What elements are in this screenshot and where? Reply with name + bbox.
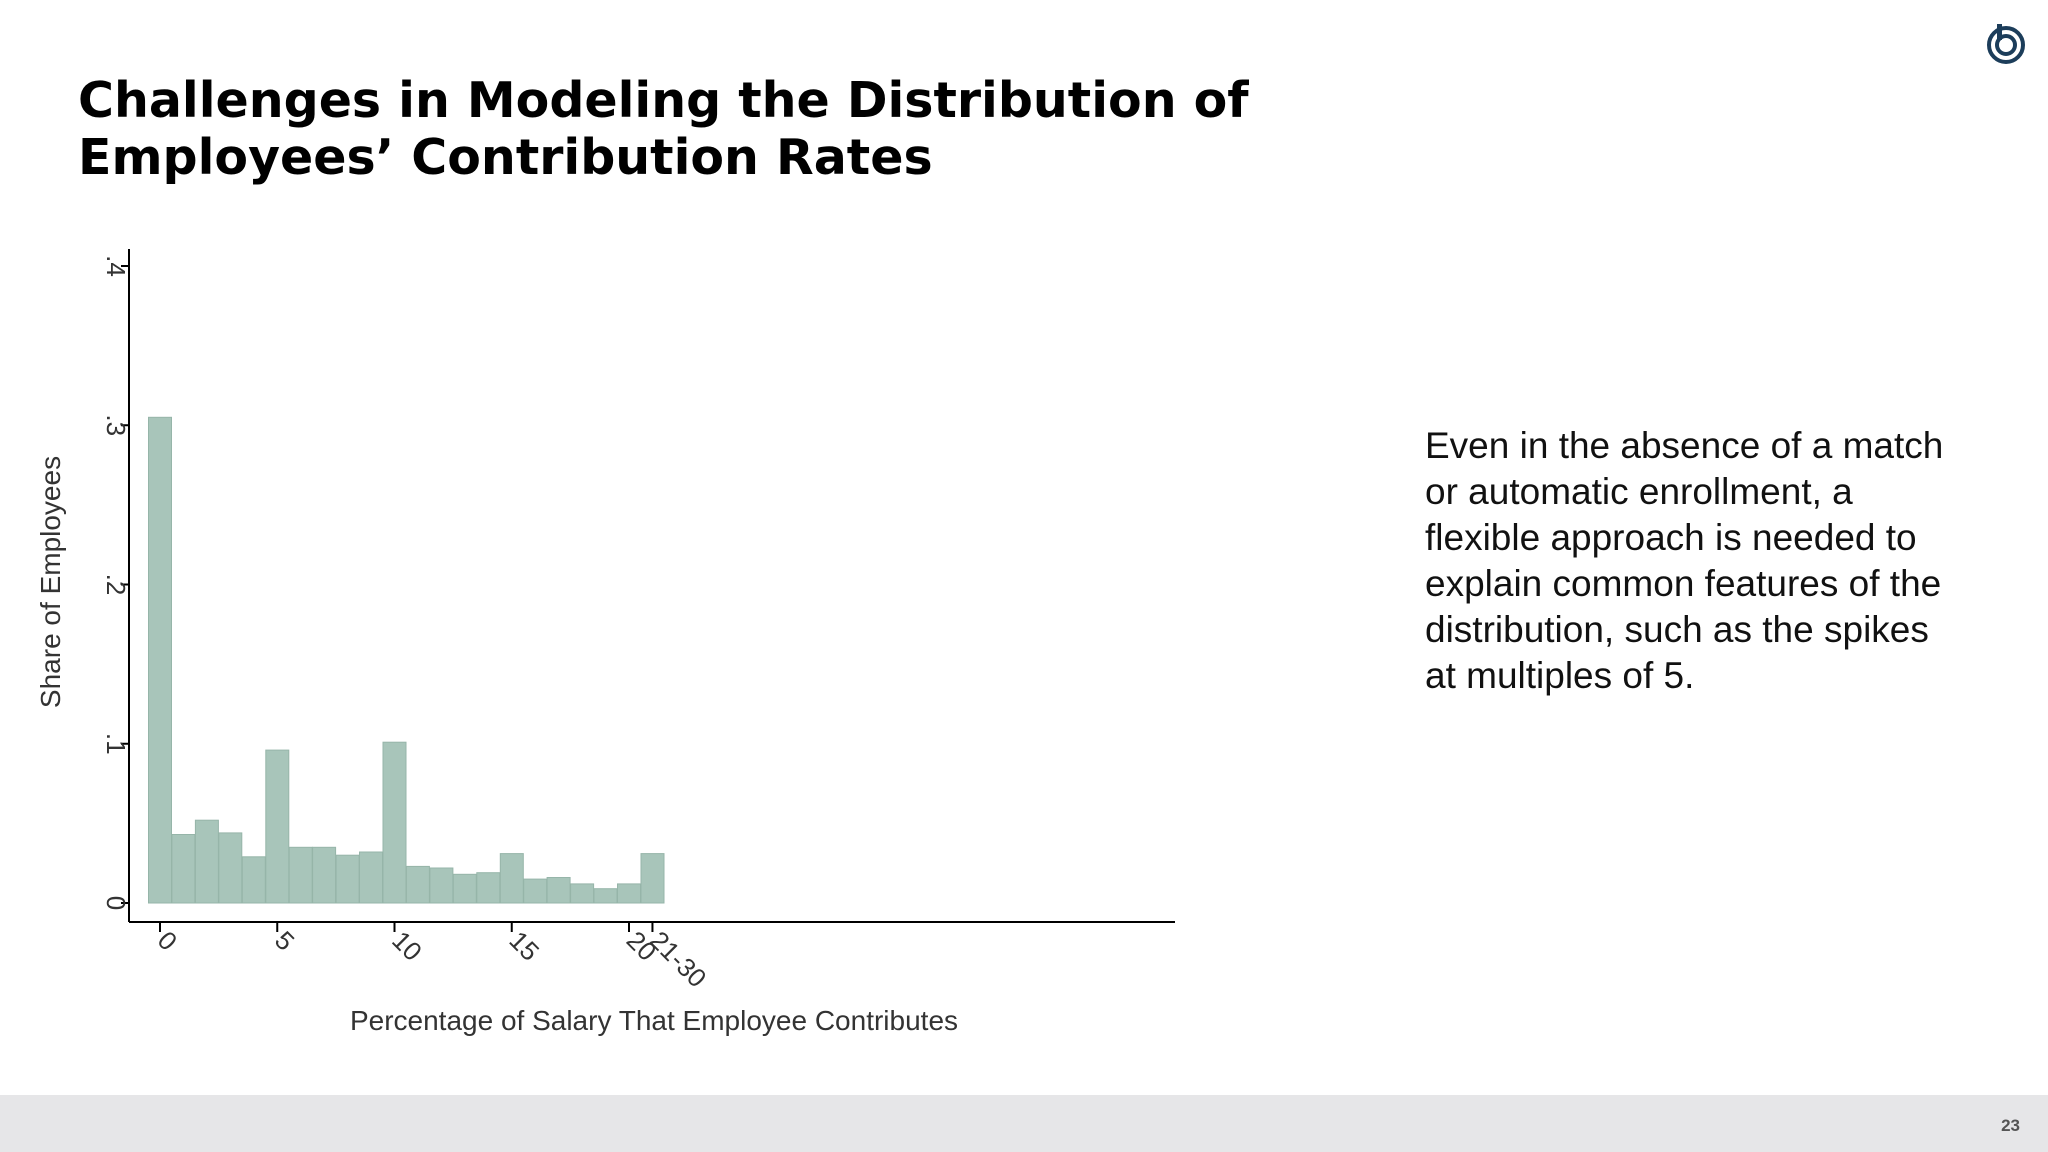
bar-8 xyxy=(335,854,360,904)
y-tick-label: 0 xyxy=(101,896,131,910)
body-text: Even in the absence of a match or automa… xyxy=(1425,425,1944,696)
bar-6 xyxy=(288,846,313,904)
footer-bar: 23 xyxy=(0,1095,2048,1152)
bar-15 xyxy=(499,853,524,904)
bar-19 xyxy=(593,888,618,904)
bar-9 xyxy=(359,851,383,904)
bar-5 xyxy=(265,749,290,904)
y-ticks: 0 .1 .2 .3 .4 xyxy=(101,255,131,910)
x-tick-label: 0 xyxy=(152,925,183,956)
bar-chart: 0.1.2.3.4 0 5 10 15 20 21-30 Share of Employe… xyxy=(40,230,1240,1090)
x-tick-label: 10 xyxy=(386,925,428,967)
bar-18 xyxy=(570,883,595,904)
bar-12 xyxy=(429,867,454,904)
y-tick-label: .2 xyxy=(101,574,131,596)
slide-title-line1: Challenges in Modeling the Distribution … xyxy=(78,72,1249,129)
y-tick-label: .4 xyxy=(101,255,131,277)
bar-13 xyxy=(452,873,477,904)
bar-7 xyxy=(312,846,337,904)
bar-3 xyxy=(218,832,243,904)
bar-20 xyxy=(617,883,641,904)
bar-4 xyxy=(241,856,266,904)
bar-21-30 xyxy=(640,853,665,904)
page-number: 23 xyxy=(2001,1116,2020,1135)
bar-11 xyxy=(405,865,430,904)
bar-2 xyxy=(194,819,219,904)
x-tick-label: 5 xyxy=(269,925,300,956)
slide-title: Challenges in Modeling the Distribution … xyxy=(78,72,1378,186)
y-tick-label: .3 xyxy=(101,414,131,436)
bar-1 xyxy=(171,834,196,904)
x-tick-label: 15 xyxy=(504,925,546,967)
bars-layer xyxy=(148,416,665,904)
slide-title-line2: Employees’ Contribution Rates xyxy=(78,129,933,186)
bar-0 xyxy=(148,416,172,904)
x-axis-title: Percentage of Salary That Employee Contr… xyxy=(350,1005,958,1036)
bar-14 xyxy=(476,872,501,904)
y-axis-title: Share of Employees xyxy=(40,456,66,708)
y-tick-label: .1 xyxy=(101,733,131,755)
circle-logo-icon xyxy=(1987,24,2025,64)
x-tick-label: 21-30 xyxy=(644,925,712,993)
bar-16 xyxy=(523,878,548,904)
bar-10 xyxy=(382,741,407,904)
bar-17 xyxy=(546,877,571,904)
